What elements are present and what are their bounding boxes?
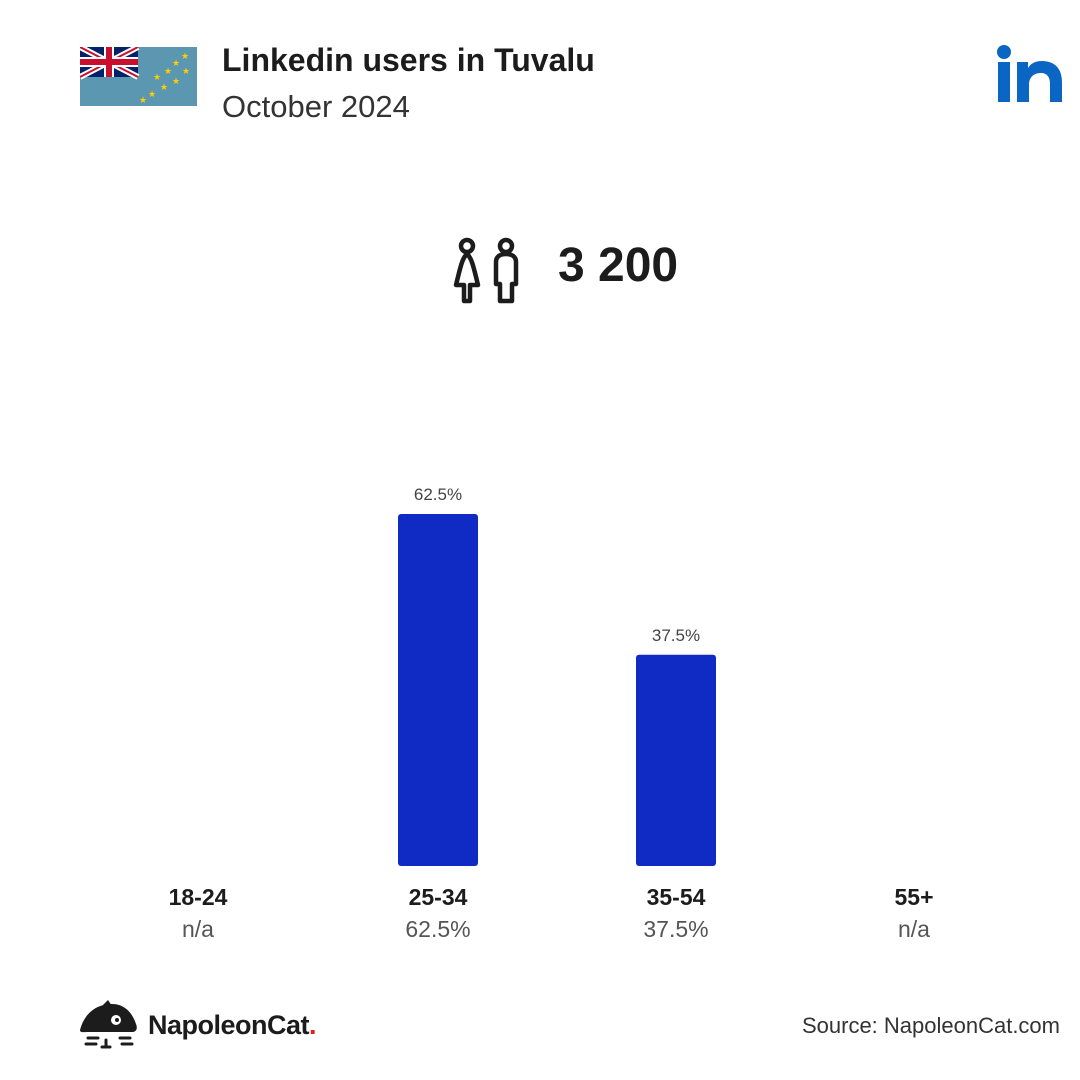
brand-dot: . xyxy=(309,1010,317,1040)
page-title: Linkedin users in Tuvalu xyxy=(222,42,595,78)
svg-text:★: ★ xyxy=(153,73,161,83)
category-value: 37.5% xyxy=(643,916,709,942)
category-label: 35-54 xyxy=(646,884,706,910)
category-label: 18-24 xyxy=(168,884,228,910)
category-value: n/a xyxy=(182,916,214,942)
category-label: 25-34 xyxy=(408,884,468,910)
svg-text:★: ★ xyxy=(164,67,172,77)
category-value: 62.5% xyxy=(405,916,471,942)
svg-text:★: ★ xyxy=(182,67,190,77)
bar-data-label: 62.5% xyxy=(414,485,462,504)
source-text: Source: NapoleonCat.com xyxy=(801,1013,1060,1038)
svg-text:★: ★ xyxy=(160,83,168,93)
brand-name: NapoleonCat. xyxy=(148,1010,317,1040)
bar-data-label: 37.5% xyxy=(652,626,700,645)
svg-text:★: ★ xyxy=(139,96,147,106)
svg-text:★: ★ xyxy=(172,59,180,69)
bar-35-54 xyxy=(636,654,716,866)
tuvalu-flag-icon: ★ ★ ★ ★ ★ ★ ★ ★ ★ xyxy=(80,47,197,106)
linkedin-logo-icon xyxy=(997,45,1062,102)
people-icon xyxy=(453,237,519,304)
total-users-value: 3 200 xyxy=(558,239,679,292)
napoleoncat-logo-icon xyxy=(80,1000,137,1049)
svg-text:★: ★ xyxy=(181,52,189,62)
bar-25-34 xyxy=(398,514,478,866)
svg-text:★: ★ xyxy=(172,77,180,87)
svg-text:★: ★ xyxy=(148,90,156,100)
category-label: 55+ xyxy=(894,884,934,910)
page-subtitle: October 2024 xyxy=(222,89,410,124)
category-value: n/a xyxy=(898,916,930,942)
